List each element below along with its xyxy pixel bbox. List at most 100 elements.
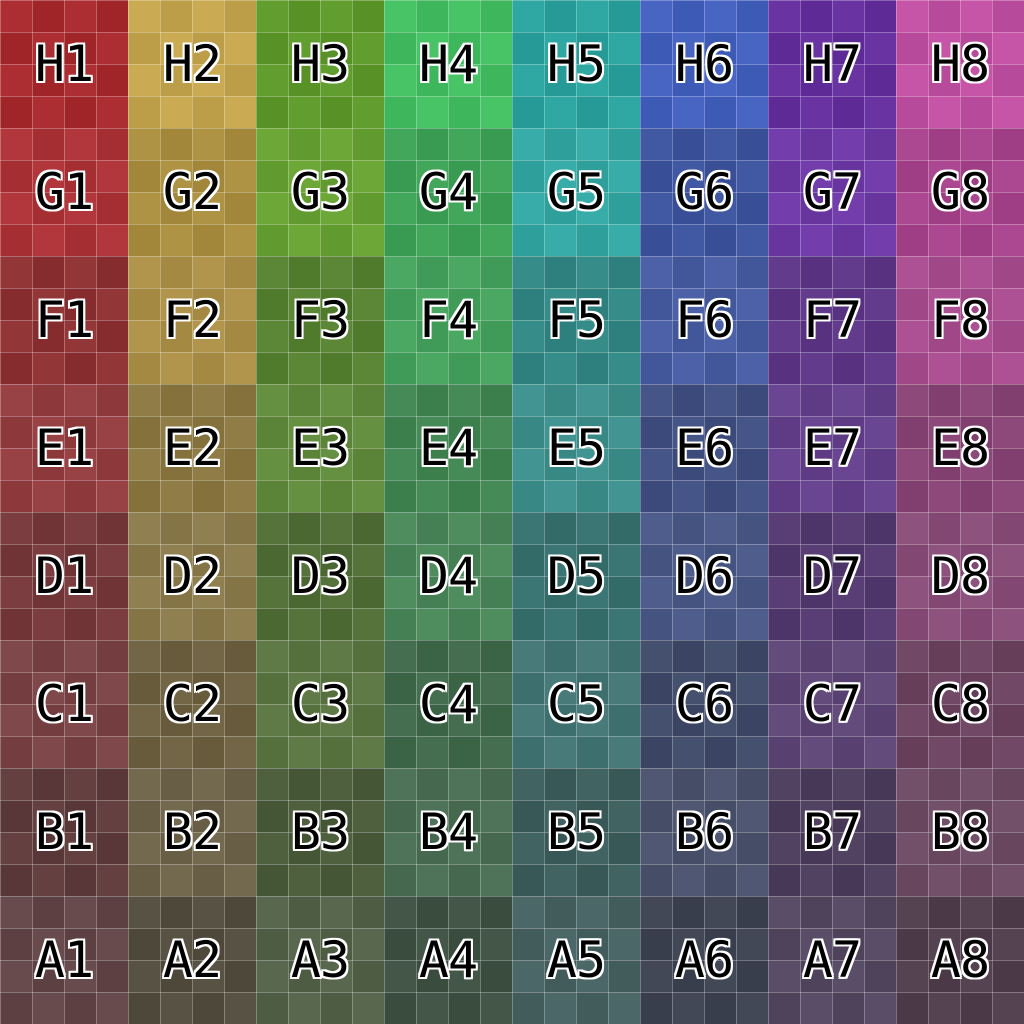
grid-cell-h6: H6 [640,0,768,128]
grid-cell-b6: B6 [640,768,768,896]
grid-cell-d8: D8 [896,512,1024,640]
cell-label: F7 [802,291,862,349]
cell-label: C4 [418,675,478,733]
grid-cell-f2: F2 [128,256,256,384]
cell-label: B2 [162,803,222,861]
cell-label: B7 [802,803,862,861]
cell-label: A4 [418,931,478,989]
cell-label: E1 [34,419,94,477]
grid-cell-a2: A2 [128,896,256,1024]
cell-label: H4 [418,35,478,93]
grid-cell-c8: C8 [896,640,1024,768]
cell-label: G5 [546,163,606,221]
grid-cell-b3: B3 [256,768,384,896]
cell-label: C5 [546,675,606,733]
grid-cell-c7: C7 [768,640,896,768]
grid-cell-g1: G1 [0,128,128,256]
cell-label: F6 [674,291,734,349]
cell-label: B8 [930,803,990,861]
cell-label: F3 [290,291,350,349]
cell-label: A7 [802,931,862,989]
grid-cell-g6: G6 [640,128,768,256]
cell-label: F4 [418,291,478,349]
cell-label: B3 [290,803,350,861]
cell-label: D4 [418,547,478,605]
cell-label: G6 [674,163,734,221]
grid-cell-a1: A1 [0,896,128,1024]
grid-cell-g7: G7 [768,128,896,256]
grid-cell-d3: D3 [256,512,384,640]
cell-label: A8 [930,931,990,989]
grid-cell-f3: F3 [256,256,384,384]
grid-cell-b8: B8 [896,768,1024,896]
cell-label: F1 [34,291,94,349]
cell-label: E4 [418,419,478,477]
grid-cell-h1: H1 [0,0,128,128]
grid-cell-h4: H4 [384,0,512,128]
cell-label: E2 [162,419,222,477]
cell-label: C6 [674,675,734,733]
cell-label: G4 [418,163,478,221]
grid-cell-g4: G4 [384,128,512,256]
grid-cell-e4: E4 [384,384,512,512]
cell-label: C2 [162,675,222,733]
cell-label: H1 [34,35,94,93]
grid-cell-h7: H7 [768,0,896,128]
grid-cell-e3: E3 [256,384,384,512]
grid-cell-h3: H3 [256,0,384,128]
grid-cell-d6: D6 [640,512,768,640]
grid-cell-a4: A4 [384,896,512,1024]
cell-label: E3 [290,419,350,477]
grid-cell-a6: A6 [640,896,768,1024]
grid-cell-a3: A3 [256,896,384,1024]
grid-cell-b1: B1 [0,768,128,896]
cell-label: H6 [674,35,734,93]
grid-cell-d5: D5 [512,512,640,640]
cell-label: F8 [930,291,990,349]
cell-label: A6 [674,931,734,989]
cell-label: D7 [802,547,862,605]
cell-label: G2 [162,163,222,221]
cell-label: C3 [290,675,350,733]
grid-cell-c4: C4 [384,640,512,768]
grid-cell-b7: B7 [768,768,896,896]
grid-cell-f6: F6 [640,256,768,384]
grid-cell-f1: F1 [0,256,128,384]
cell-label: B5 [546,803,606,861]
grid-cell-c6: C6 [640,640,768,768]
grid-cell-g2: G2 [128,128,256,256]
grid-cell-f8: F8 [896,256,1024,384]
grid-cell-e2: E2 [128,384,256,512]
cell-label: D3 [290,547,350,605]
grid-cell-a5: A5 [512,896,640,1024]
cell-label: E7 [802,419,862,477]
cell-label: G7 [802,163,862,221]
cell-label: F5 [546,291,606,349]
grid-cell-b2: B2 [128,768,256,896]
cell-label: C1 [34,675,94,733]
cell-label: D2 [162,547,222,605]
cell-label: C8 [930,675,990,733]
cell-label: H5 [546,35,606,93]
cell-label: B1 [34,803,94,861]
grid-cell-g8: G8 [896,128,1024,256]
cell-label: C7 [802,675,862,733]
cell-label: E8 [930,419,990,477]
grid-cell-d7: D7 [768,512,896,640]
grid-cell-f5: F5 [512,256,640,384]
cell-label: B4 [418,803,478,861]
grid-cell-a7: A7 [768,896,896,1024]
cell-label: F2 [162,291,222,349]
grid-cell-c2: C2 [128,640,256,768]
grid-cell-f4: F4 [384,256,512,384]
cell-label: A1 [34,931,94,989]
grid-cell-e8: E8 [896,384,1024,512]
cell-label: H2 [162,35,222,93]
grid-cell-d4: D4 [384,512,512,640]
cell-label: D6 [674,547,734,605]
cell-label: A2 [162,931,222,989]
cell-label: A5 [546,931,606,989]
cell-label: D5 [546,547,606,605]
grid-cell-b5: B5 [512,768,640,896]
cell-label: H8 [930,35,990,93]
